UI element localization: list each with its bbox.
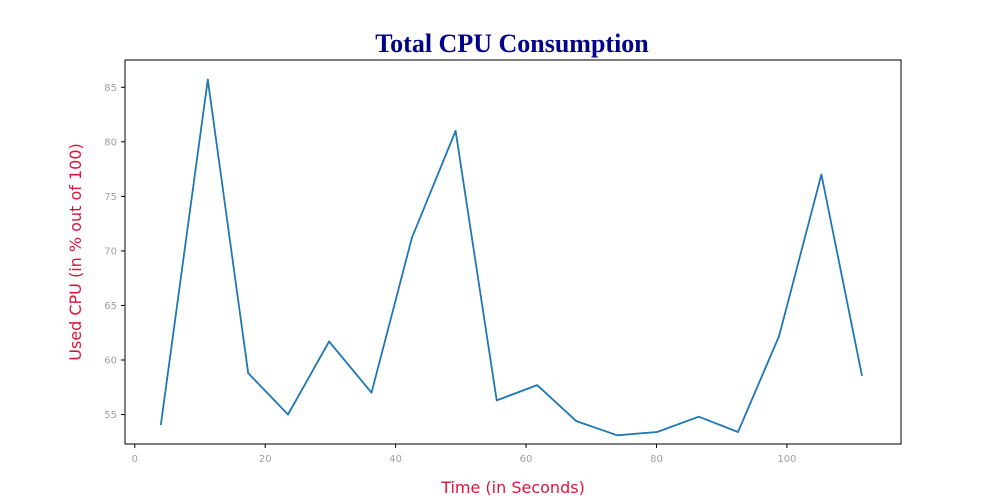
data-point — [370, 391, 373, 394]
chart-title: Total CPU Consumption — [375, 29, 649, 58]
data-point — [820, 173, 823, 176]
y-tick-label: 70 — [104, 246, 117, 257]
data-point — [159, 423, 162, 426]
data-point — [616, 434, 619, 437]
data-point — [287, 413, 289, 416]
x-axis-ticks: 0 20 40 60 80 100 — [132, 444, 796, 465]
y-axis-ticks: 55 60 65 70 75 80 85 — [104, 83, 125, 421]
data-point — [495, 399, 498, 402]
x-tick-label: 60 — [520, 454, 533, 465]
y-tick-label: 65 — [104, 301, 117, 312]
x-tick-label: 100 — [777, 454, 796, 465]
data-point — [328, 340, 331, 343]
y-tick-label: 55 — [104, 410, 117, 421]
x-tick-label: 0 — [132, 454, 138, 465]
plot-area-frame — [124, 59, 902, 445]
data-point — [411, 236, 413, 239]
cpu-usage-line — [160, 78, 863, 437]
data-point — [536, 384, 539, 386]
y-axis-label: Used CPU (in % out of 100) — [66, 143, 85, 361]
x-tick-label: 20 — [259, 454, 272, 465]
y-tick-label: 60 — [104, 356, 117, 367]
x-tick-label: 80 — [650, 454, 663, 465]
data-points — [159, 78, 863, 437]
y-tick-label: 85 — [104, 83, 117, 94]
data-point — [778, 335, 780, 337]
data-point — [206, 78, 209, 81]
data-point — [860, 374, 863, 377]
y-tick-label: 80 — [104, 137, 117, 148]
data-point — [454, 130, 457, 132]
data-point — [247, 372, 250, 374]
x-axis-label: Time (in Seconds) — [440, 478, 585, 497]
data-point — [697, 415, 700, 418]
x-tick-label: 40 — [389, 454, 402, 465]
data-point — [656, 431, 659, 433]
data-point — [575, 420, 578, 422]
data-point — [737, 431, 739, 433]
y-tick-label: 75 — [104, 192, 117, 203]
